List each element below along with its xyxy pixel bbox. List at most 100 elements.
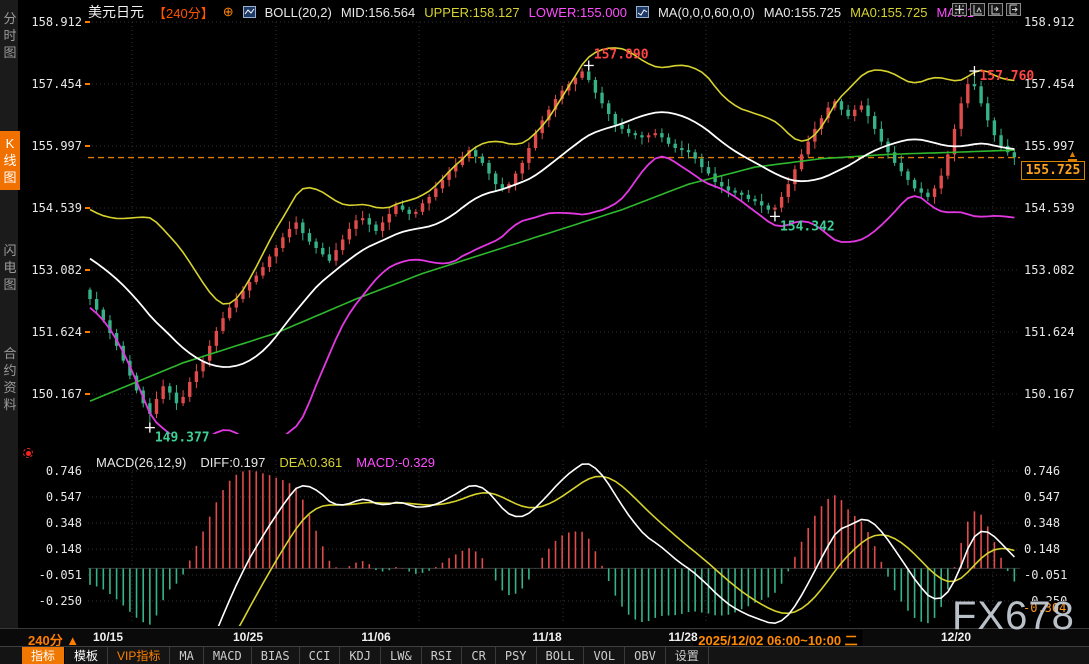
price-axis-label-right: 150.167 — [1024, 387, 1075, 401]
add-indicator-icon[interactable]: ⊕ — [222, 4, 234, 19]
macd-hist-value: MACD:-0.329 — [356, 455, 435, 470]
price-axis-label-left: 154.539 — [31, 201, 82, 216]
scroll-latest-icon[interactable] — [1006, 3, 1021, 16]
sidebar-tab-char: 时 — [3, 28, 17, 43]
x-axis-date: 10/15 — [92, 630, 124, 644]
macd-current-value: -0.304 — [1021, 601, 1069, 616]
price-axis-label-left: 157.454 — [31, 77, 82, 92]
sidebar-tab-char: 图 — [3, 170, 17, 185]
toolbar-item-VOL[interactable]: VOL — [584, 647, 626, 664]
toolbar-item-BIAS[interactable]: BIAS — [252, 647, 300, 664]
toolbar-item-BOLL[interactable]: BOLL — [537, 647, 585, 664]
sidebar-tab-char: 料 — [3, 397, 17, 412]
price-axis-label-left: 155.997 — [31, 139, 82, 153]
high-annotation: 157.890 — [594, 47, 649, 62]
toolbar-item-KDJ[interactable]: KDJ — [340, 647, 382, 664]
boll-upper-value: UPPER:158.127 — [424, 4, 520, 20]
bar-datetime-info: 2025/12/02 06:00~10:00 二 — [693, 630, 863, 649]
price-axis-label-left: 150.167 — [31, 387, 82, 401]
x-axis-date: 11/06 — [361, 630, 391, 644]
sidebar-tab-char: 资 — [3, 380, 17, 395]
fit-x-axis-icon[interactable] — [988, 3, 1003, 16]
high-annotation: 157.760 — [979, 69, 1034, 84]
sidebar-tab-char: K — [5, 136, 15, 151]
macd-axis-label-right: -0.051 — [1024, 568, 1068, 583]
sidebar-tab-char: 线 — [3, 153, 17, 168]
macd-axis-label-left: -0.250 — [38, 594, 82, 609]
indicator-toolbar: 指标 模板 VIP指标 MA MACD BIAS CCI KDJ LW& RSI CR PSY BOLL… — [0, 646, 1089, 664]
toolbar-item-PSY[interactable]: PSY — [496, 647, 537, 664]
macd-axis-label-right: 0.148 — [1024, 542, 1061, 557]
boll-name: BOLL(20,2) — [264, 4, 332, 20]
toolbar-item-模板[interactable]: 模板 — [65, 647, 109, 664]
symbol-title: 美元日元 — [88, 4, 144, 20]
price-axis-label-right: 158.912 — [1024, 15, 1075, 29]
sidebar-tab-0[interactable]: 分时图 — [0, 6, 20, 65]
sidebar-tab-char: 闪 — [3, 243, 17, 258]
macd-diff-value: DIFF:0.197 — [200, 455, 266, 470]
window-controls — [952, 3, 1021, 16]
x-axis-date: 11/28 — [668, 630, 698, 644]
x-axis-row: 240分 ▲ 2025/12/02 06:00~10:00 二 10/15 10/… — [0, 628, 1089, 649]
macd-axis-label-left: 0.547 — [45, 490, 82, 505]
sidebar-tab-char: 合 — [3, 346, 17, 361]
macd-axis-label-right: 0.547 — [1024, 490, 1061, 505]
low-annotation: 154.342 — [780, 219, 835, 234]
sidebar-tab-char: 图 — [3, 277, 17, 292]
boll-lower-value: LOWER:155.000 — [528, 4, 627, 20]
low-annotation: 149.377 — [155, 431, 210, 446]
live-ring-icon — [23, 448, 33, 458]
boll-mid-value: MID:156.564 — [340, 4, 416, 20]
macd-axis-label-left: 0.148 — [45, 542, 82, 557]
toolbar-item-MA[interactable]: MA — [170, 647, 204, 664]
toolbar-item-CR[interactable]: CR — [462, 647, 496, 664]
sidebar-tab-char: 约 — [3, 363, 17, 378]
price-axis-label-right: 154.539 — [1024, 201, 1075, 216]
toolbar-item-RSI[interactable]: RSI — [422, 647, 463, 664]
toolbar-item-设置[interactable]: 设置 — [666, 647, 709, 664]
fit-y-axis-icon[interactable] — [970, 3, 985, 16]
toolbar-item-MACD[interactable]: MACD — [204, 647, 252, 664]
price-axis-label-left: 151.624 — [31, 325, 82, 340]
macd-dea-value: DEA:0.361 — [279, 455, 343, 470]
toolbar-item-LW&[interactable]: LW& — [381, 647, 422, 664]
x-axis-date: 12/20 — [940, 630, 972, 644]
x-axis-date: 11/18 — [532, 630, 562, 644]
x-axis-date: 10/25 — [232, 630, 264, 644]
period-badge[interactable]: 【240分】 — [153, 5, 214, 21]
live-indicator-icon[interactable] — [22, 447, 36, 461]
sidebar-tab-char: 图 — [3, 45, 17, 60]
price-marker-icon: ▲ — [1068, 148, 1077, 161]
toolbar-item-VIP指标[interactable]: VIP指标 — [108, 647, 171, 664]
toolbar-item-指标[interactable]: 指标 — [22, 647, 66, 664]
sidebar-tab-char: 分 — [3, 11, 17, 26]
macd-header: MACD(26,12,9) DIFF:0.197 DEA:0.361 MACD:… — [96, 455, 435, 470]
sidebar-tab-2[interactable]: 闪电图 — [0, 238, 20, 297]
price-axis-label-left: 153.082 — [31, 263, 82, 277]
indicator-header: 美元日元 【240分】 ⊕ BOLL(20,2) MID:156.564 UPP… — [88, 4, 974, 21]
pan-mode-icon[interactable] — [952, 3, 967, 16]
sidebar-tab-char: 电 — [3, 260, 17, 275]
macd-axis-label-left: 0.746 — [45, 464, 82, 479]
boll-chart-icon — [242, 6, 256, 18]
price-axis-label-right: 151.624 — [1024, 325, 1075, 340]
macd-name: MACD(26,12,9) — [96, 455, 187, 470]
ma0-value-b: MA0:155.725 — [850, 4, 928, 20]
macd-axis-label-left: -0.051 — [38, 568, 82, 583]
sidebar-tab-3[interactable]: 合约资料 — [0, 341, 20, 417]
period-selector[interactable]: 240分 ▲ — [28, 633, 80, 648]
macd-axis-label-left: 0.348 — [45, 515, 82, 530]
price-axis-label-right: 153.082 — [1024, 263, 1075, 277]
ma-name: MA(0,0,0,60,0,0) — [657, 4, 755, 20]
toolbar-item-CCI[interactable]: CCI — [300, 647, 341, 664]
price-axis-label-right: 157.454 — [1024, 77, 1075, 92]
current-price-box: 155.725 — [1021, 160, 1085, 180]
price-axis-label-left: 158.912 — [31, 15, 82, 29]
macd-axis-label-right: 0.746 — [1024, 464, 1061, 479]
price-axis-label-right: 155.997 — [1024, 139, 1075, 153]
toolbar-item-OBV[interactable]: OBV — [625, 647, 666, 664]
